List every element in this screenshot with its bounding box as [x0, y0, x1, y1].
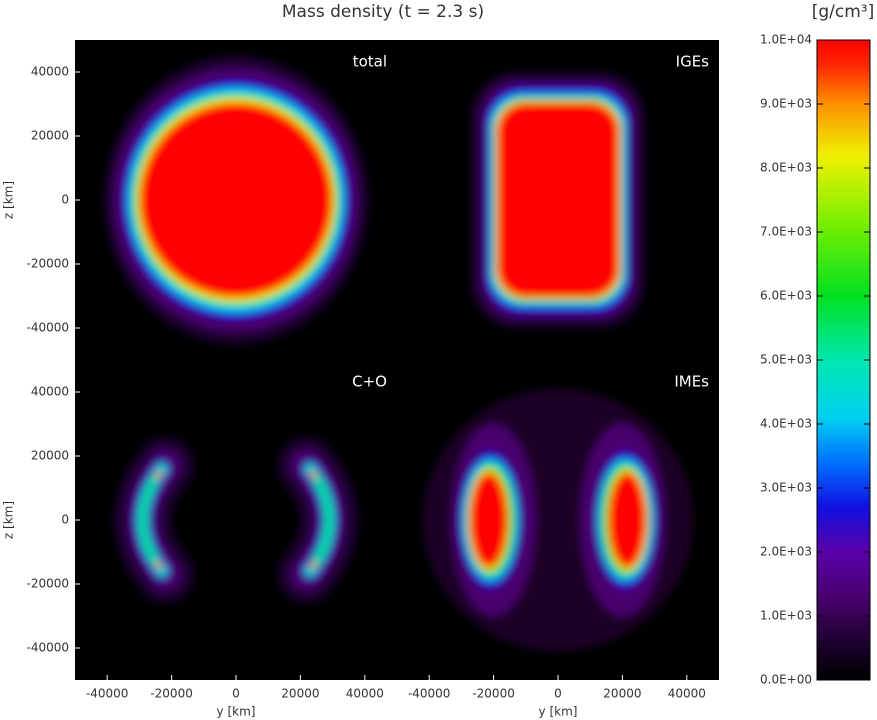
- x-tick-label: -20000: [472, 687, 515, 701]
- y-axis-label: z [km]: [2, 181, 16, 219]
- colorbar-tick-label: 5.0E+03: [760, 353, 812, 367]
- x-tick-label: -40000: [86, 687, 129, 701]
- colorbar-tick-label: 8.0E+03: [760, 161, 812, 175]
- panel-label: total: [353, 53, 387, 71]
- y-tick-label: 20000: [31, 129, 69, 143]
- colorbar-tick-label: 7.0E+03: [760, 225, 812, 239]
- x-tick-label: 0: [554, 687, 562, 701]
- y-tick-label: 40000: [31, 65, 69, 79]
- colorbar-tick-label: 3.0E+03: [760, 481, 812, 495]
- y-tick-label: -20000: [26, 257, 69, 271]
- panel: [75, 40, 397, 360]
- x-tick-label: -40000: [408, 687, 451, 701]
- x-tick-label: -20000: [150, 687, 193, 701]
- density-map: [143, 466, 359, 575]
- panel: [397, 360, 719, 680]
- y-tick-label: -40000: [26, 321, 69, 335]
- colorbar-tick-label: 0.0E+00: [760, 673, 812, 687]
- colorbar-tick-label: 6.0E+03: [760, 289, 812, 303]
- y-tick-label: 40000: [31, 385, 69, 399]
- colorbar-label: [g/cm³]: [812, 2, 875, 22]
- colorbar-tick-label: 9.0E+03: [760, 97, 812, 111]
- density-map: [471, 72, 645, 328]
- x-tick-label: 40000: [346, 687, 384, 701]
- x-axis-label: y [km]: [217, 705, 256, 719]
- density-map: [103, 55, 369, 344]
- panel-label: IMEs: [674, 373, 709, 391]
- y-tick-label: -40000: [26, 641, 69, 655]
- y-axis-label: z [km]: [2, 501, 16, 539]
- panel-label: C+O: [352, 373, 387, 391]
- x-tick-label: 40000: [668, 687, 706, 701]
- panel: [75, 360, 397, 680]
- panel: [397, 40, 719, 360]
- x-tick-label: 20000: [603, 687, 641, 701]
- x-tick-label: 20000: [281, 687, 319, 701]
- y-tick-label: 0: [61, 193, 69, 207]
- colorbar-tick-label: 2.0E+03: [760, 545, 812, 559]
- y-tick-label: -20000: [26, 577, 69, 591]
- y-tick-label: 20000: [31, 449, 69, 463]
- colorbar: [816, 39, 871, 681]
- panel-label: IGEs: [676, 53, 710, 71]
- colorbar-tick-label: 1.0E+03: [760, 609, 812, 623]
- y-tick-label: 0: [61, 513, 69, 527]
- density-map: [422, 388, 694, 652]
- x-tick-label: 0: [232, 687, 240, 701]
- colorbar-tick-label: 1.0E+04: [760, 33, 812, 47]
- figure-title: Mass density (t = 2.3 s): [282, 2, 484, 22]
- x-axis-label: y [km]: [539, 705, 578, 719]
- colorbar-tick-label: 4.0E+03: [760, 417, 812, 431]
